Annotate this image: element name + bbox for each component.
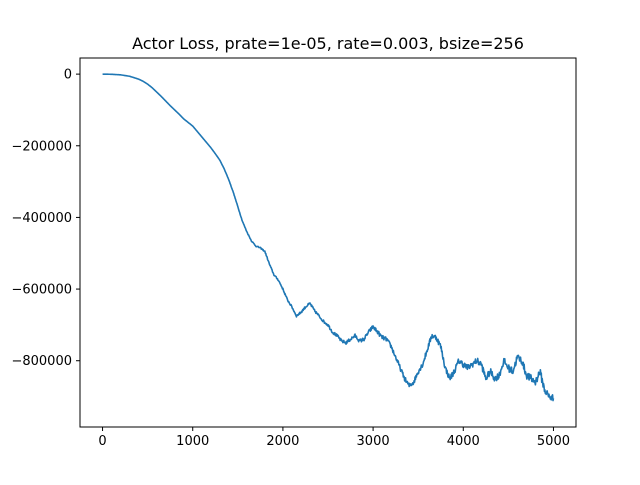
x-tick-label: 1000 [176,434,209,449]
x-tick-label: 3000 [357,434,390,449]
y-tick-label: −200000 [11,139,72,154]
x-axis: 0 1000 2000 3000 4000 5000 [98,427,570,449]
x-tick-label: 2000 [266,434,299,449]
y-axis: 0 −200000 −400000 −600000 −800000 [11,68,80,369]
x-tick-label: 0 [98,434,106,449]
x-tick-label: 4000 [447,434,480,449]
y-tick-label: −400000 [11,211,72,226]
chart-title: Actor Loss, prate=1e-05, rate=0.003, bsi… [132,34,524,53]
y-tick-label: −800000 [11,354,72,369]
y-tick-label: −600000 [11,283,72,298]
x-tick-label: 5000 [537,434,570,449]
plot-area [102,73,555,402]
axes-frame [79,57,577,428]
series-line-0 [102,73,555,402]
y-tick-label: 0 [64,68,72,83]
